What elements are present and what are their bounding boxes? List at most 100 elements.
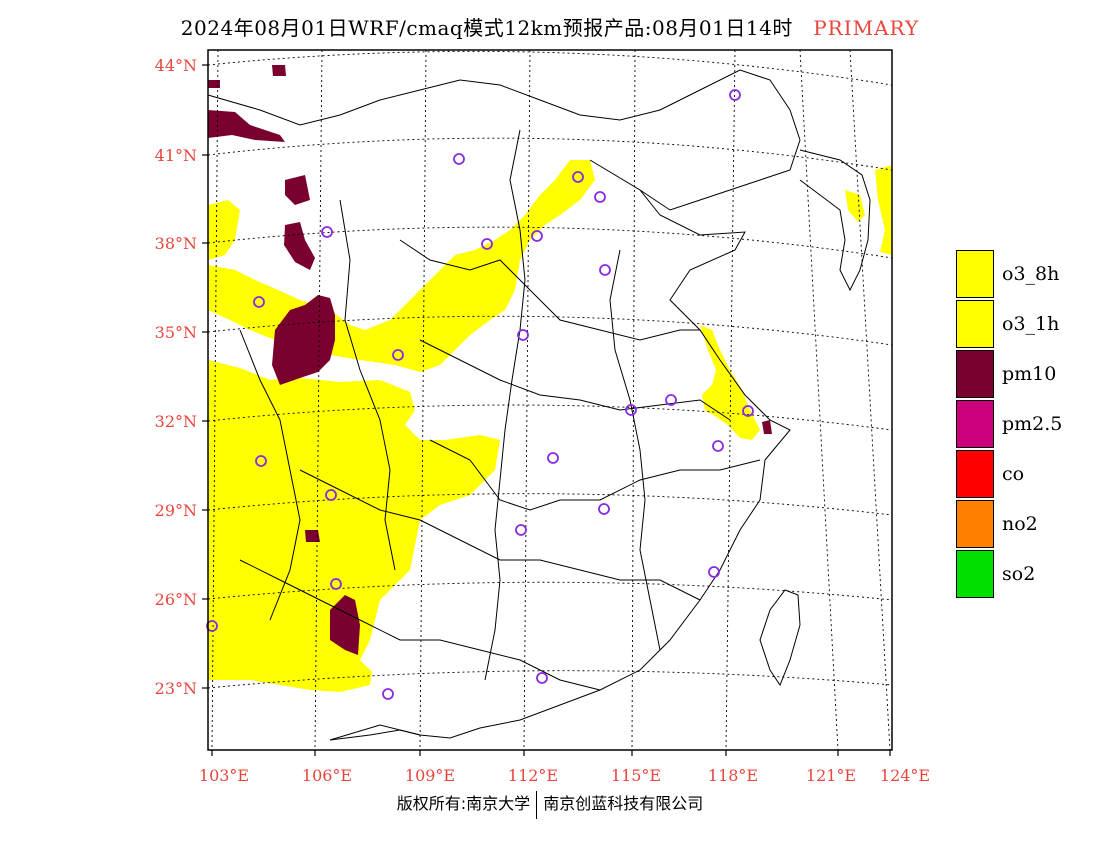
pm10-region-ordos <box>272 295 335 385</box>
o3-region-southwest <box>208 360 500 692</box>
legend-item: so2 <box>956 549 1062 599</box>
legend-swatch <box>956 550 994 598</box>
station-marker <box>453 153 465 165</box>
pm10-region-north1 <box>285 175 310 205</box>
legend-swatch <box>956 500 994 548</box>
legend-swatch <box>956 250 994 298</box>
boundary-inner4 <box>299 469 701 601</box>
station-marker <box>481 238 493 250</box>
pm10-region-topdot <box>272 65 286 76</box>
station-marker <box>742 405 754 417</box>
pm10-region-topleft <box>208 110 285 142</box>
o3-region-northwest-strip <box>208 200 240 260</box>
lat-label: 32°N <box>155 412 197 431</box>
legend-label: so2 <box>1002 563 1036 585</box>
map-frame <box>207 49 893 751</box>
station-marker <box>625 404 637 416</box>
pm10-region-shanghai <box>762 420 772 434</box>
boundary-korea <box>799 149 871 292</box>
lon-label: 103°E <box>199 766 249 785</box>
station-layer <box>206 89 754 700</box>
lat-label: 35°N <box>155 323 197 342</box>
tick-layer <box>202 64 891 756</box>
station-marker <box>325 489 337 501</box>
legend-item: o3_8h <box>956 249 1062 299</box>
legend-label: pm10 <box>1002 363 1057 385</box>
boundary-inner6 <box>484 129 526 681</box>
lon-label: 118°E <box>708 766 758 785</box>
lat-label: 23°N <box>155 679 197 698</box>
boundary-inner2 <box>419 339 731 421</box>
station-marker <box>594 191 606 203</box>
legend-label: o3_1h <box>1002 313 1060 335</box>
coastline <box>329 159 791 741</box>
legend-item: o3_1h <box>956 299 1062 349</box>
pm10-region-leftbar <box>208 80 220 88</box>
station-marker <box>531 230 543 242</box>
station-marker <box>536 672 548 684</box>
o3-region-coast-jiangsu <box>700 325 760 440</box>
station-marker <box>572 171 584 183</box>
o3-region-loess <box>208 160 595 372</box>
o3-region-layer <box>208 160 892 692</box>
pm10-region-inner <box>284 222 315 270</box>
meridian-103 <box>211 49 219 751</box>
title-tag: PRIMARY <box>813 16 920 40</box>
legend-item: pm2.5 <box>956 399 1062 449</box>
o3-region-east-edge <box>875 165 892 255</box>
meridian-112 <box>523 49 531 751</box>
meridian-109 <box>419 49 427 751</box>
meridian-121 <box>799 49 839 751</box>
pm10-region-guangxi <box>330 595 360 655</box>
parallel-44 <box>207 50 893 86</box>
title-main: 2024年08月01日WRF/cmaq模式12km预报产品:08月01日14时 <box>180 16 793 40</box>
station-marker <box>599 264 611 276</box>
station-marker <box>712 440 724 452</box>
boundary-inner7 <box>609 249 661 651</box>
o3-region-korea <box>845 190 865 222</box>
lat-label: 26°N <box>155 590 197 609</box>
legend-swatch <box>956 300 994 348</box>
station-marker <box>547 452 559 464</box>
lon-label: 112°E <box>508 766 558 785</box>
lat-label: 44°N <box>155 56 197 75</box>
lon-label: 109°E <box>405 766 455 785</box>
legend-item: pm10 <box>956 349 1062 399</box>
lat-label-layer: 44°N 41°N 38°N 35°N 32°N 29°N 26°N 23°N <box>155 56 197 698</box>
station-marker <box>206 620 218 632</box>
parallel-41 <box>207 137 893 171</box>
pm10-region-guizhou <box>305 530 320 542</box>
station-marker <box>255 455 267 467</box>
footer-left: 版权所有:南京大学 <box>396 794 531 813</box>
legend-swatch <box>956 350 994 398</box>
lat-label: 29°N <box>155 501 197 520</box>
lat-label: 38°N <box>155 234 197 253</box>
lon-label: 121°E <box>806 766 856 785</box>
station-marker <box>330 578 342 590</box>
legend-label: pm2.5 <box>1002 413 1063 435</box>
station-marker <box>382 688 394 700</box>
station-marker <box>515 524 527 536</box>
boundary-inner5 <box>239 559 601 691</box>
station-marker <box>517 329 529 341</box>
boundary-north <box>207 69 801 211</box>
station-marker <box>708 566 720 578</box>
footer-divider <box>536 790 538 819</box>
meridian-124 <box>849 49 891 751</box>
station-marker <box>729 89 741 101</box>
station-marker <box>665 394 677 406</box>
legend-item: no2 <box>956 499 1062 549</box>
footer-right: 南京创蓝科技有限公司 <box>543 794 704 813</box>
hainan <box>329 724 421 741</box>
lon-label: 115°E <box>611 766 661 785</box>
boundary-inner8 <box>339 199 396 571</box>
lon-label: 124°E <box>880 766 930 785</box>
station-marker <box>321 226 333 238</box>
lon-label: 106°E <box>302 766 352 785</box>
station-marker <box>253 296 265 308</box>
legend-label: o3_8h <box>1002 263 1060 285</box>
taiwan <box>759 589 801 687</box>
boundary-inner3 <box>429 439 761 511</box>
meridian-118 <box>725 49 736 751</box>
lat-label: 41°N <box>155 146 197 165</box>
